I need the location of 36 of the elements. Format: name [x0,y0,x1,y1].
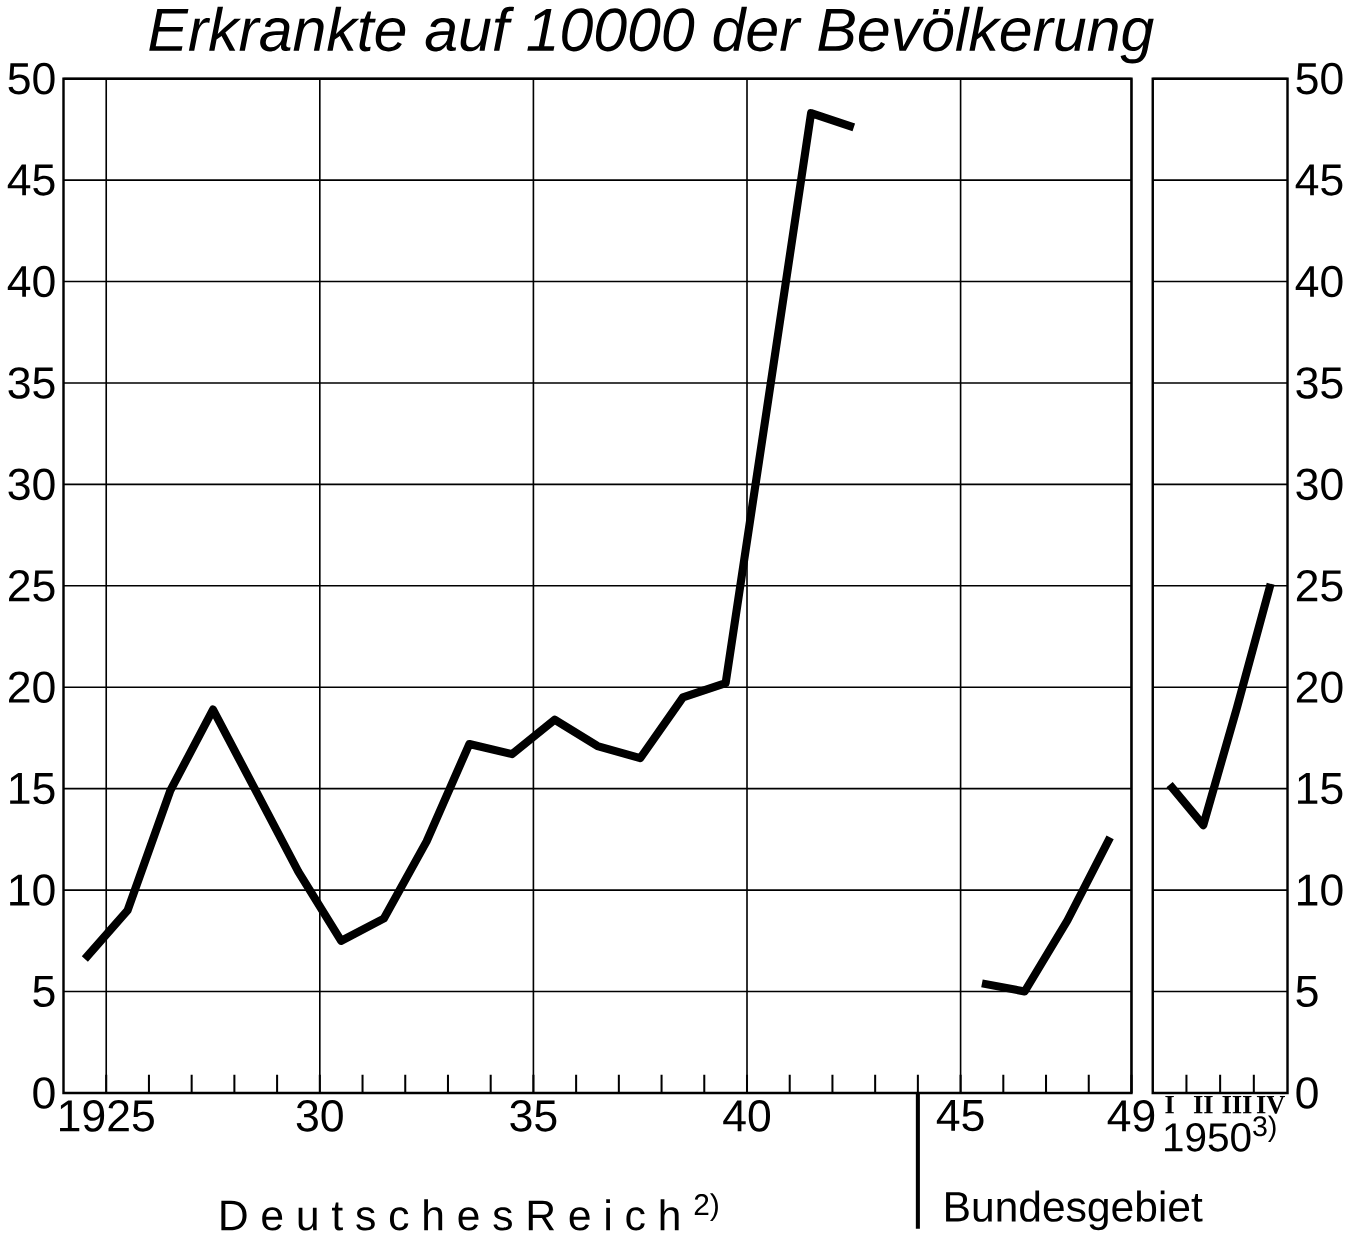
y-tick-label: 15 [1298,772,1343,805]
y-tick-label: 20 [9,671,55,703]
y-tick-label: 35 [8,366,55,399]
y-tick-label: 40 [7,265,55,298]
x-tick-label: 1925 [60,1099,154,1132]
y-tick-label: 0 [33,1076,55,1109]
y-tick-label: 45 [7,164,55,196]
chart-title: Erkrankte auf 10000 der Bevölkerung [149,6,1154,64]
y-tick-label: 40 [1295,265,1343,298]
x-tick-label: IV [1256,1095,1285,1114]
x-tick-label: III [1222,1095,1252,1114]
x-axis-title: D e u t s c h e s R e i c h $^{2)}$ [221,1193,718,1231]
y-tick-label: 20 [1296,671,1343,703]
y-tick-label: 15 [10,772,55,805]
y-tick-label: 25 [1296,569,1343,602]
y-tick-label: 30 [8,468,55,501]
x-tick-label: 45 [936,1099,984,1132]
y-tick-label: 50 [8,62,55,95]
x-tick-label: 30 [296,1099,343,1132]
y-tick-label: 35 [1296,366,1343,399]
x-tick-label: I [1165,1095,1174,1114]
ref-line-label: Bundesgebiet [946,1190,1203,1231]
x-tick-label: 35 [510,1099,557,1132]
y-tick-label: 45 [1295,164,1343,196]
x-tick-label: 40 [723,1099,771,1132]
y-tick-label: 10 [1298,874,1343,906]
y-tick-label: 30 [1296,468,1343,501]
y-tick-label: 5 [33,975,55,1007]
y-tick-label: 0 [1296,1076,1318,1109]
y-tick-label: 5 [1296,975,1318,1007]
x-axis-title: 1950$^{3)}$ [1165,1115,1276,1152]
x-tick-label: II [1193,1095,1213,1114]
y-tick-label: 25 [9,569,55,602]
y-tick-label: 50 [1296,62,1343,95]
y-tick-label: 10 [10,874,55,906]
x-tick-label: 49 [1107,1099,1155,1132]
